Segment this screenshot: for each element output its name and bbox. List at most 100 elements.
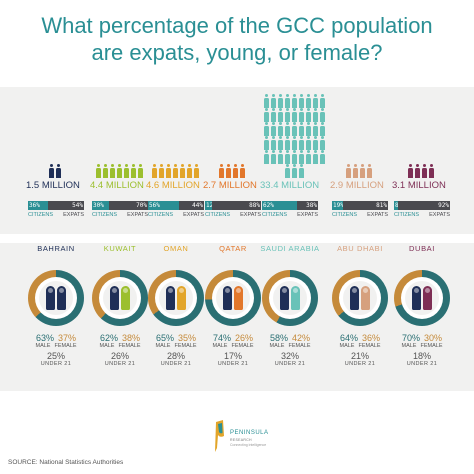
population-figures-icon bbox=[28, 150, 82, 178]
logo-tagline: Connecting intelligence bbox=[230, 443, 267, 447]
person-icon bbox=[291, 122, 297, 136]
expats-percent: 70% bbox=[136, 202, 147, 209]
person-icon bbox=[263, 94, 269, 108]
person-icon bbox=[312, 108, 318, 122]
expats-segment: 70% bbox=[108, 201, 148, 210]
person-icon bbox=[298, 150, 304, 164]
person-icon bbox=[165, 164, 171, 178]
population-figures-icon bbox=[92, 150, 146, 178]
person-icon bbox=[291, 136, 297, 150]
person-icon bbox=[130, 164, 136, 178]
citizens-expats-bar: 8% 92% bbox=[394, 201, 450, 210]
male-percent: 63% bbox=[35, 333, 54, 343]
gender-ring bbox=[332, 270, 388, 326]
citizens-segment: 62% bbox=[262, 201, 297, 210]
expats-percent: 44% bbox=[192, 202, 203, 209]
bar-legend: CITIZENS EXPATS bbox=[28, 212, 84, 218]
citizens-expats-bar: 12% 88% bbox=[205, 201, 261, 210]
person-icon bbox=[312, 94, 318, 108]
population-label: 3.1 MILLION bbox=[392, 180, 446, 191]
title-line-1: What percentage of the GCC population bbox=[41, 13, 433, 38]
gender-ring bbox=[92, 270, 148, 326]
person-icon bbox=[226, 164, 232, 178]
person-icon bbox=[277, 150, 283, 164]
expats-percent: 81% bbox=[376, 202, 387, 209]
person-icon bbox=[277, 94, 283, 108]
person-icon bbox=[312, 136, 318, 150]
person-icon bbox=[270, 108, 276, 122]
under21-percent: 28% bbox=[166, 351, 185, 361]
person-icon bbox=[291, 94, 297, 108]
gender-percents: 65% 35% bbox=[146, 333, 206, 343]
person-icon bbox=[319, 108, 325, 122]
citizens-expats-bar: 30% 70% bbox=[92, 201, 148, 210]
male-figure-icon bbox=[110, 286, 119, 310]
person-icon bbox=[298, 164, 304, 178]
person-icon bbox=[298, 122, 304, 136]
person-icon bbox=[109, 164, 115, 178]
expats-percent: 92% bbox=[438, 202, 449, 209]
citizens-percent: 36% bbox=[29, 202, 40, 209]
under21-label: UNDER 21 bbox=[40, 361, 72, 367]
citizens-segment: 12% bbox=[205, 201, 212, 210]
gender-percents: 58% 42% bbox=[260, 333, 320, 343]
expats-segment: 81% bbox=[342, 201, 388, 210]
person-icon bbox=[102, 164, 108, 178]
male-label: MALE bbox=[401, 343, 417, 349]
gender-labels: MALE FEMALE bbox=[203, 343, 263, 349]
country-name: DUBAI bbox=[409, 244, 435, 253]
gender-percents: 62% 38% bbox=[90, 333, 150, 343]
country-name: SAUDI ARABIA bbox=[260, 244, 320, 253]
gender-labels: MALE FEMALE bbox=[392, 343, 452, 349]
male-label: MALE bbox=[212, 343, 228, 349]
person-icon bbox=[284, 136, 290, 150]
expats-segment: 54% bbox=[48, 201, 84, 210]
person-icon bbox=[186, 164, 192, 178]
female-label: FEMALE bbox=[420, 343, 443, 349]
person-icon bbox=[95, 164, 101, 178]
person-icon bbox=[360, 164, 366, 178]
gender-ring bbox=[205, 270, 261, 326]
population-figures-icon bbox=[148, 150, 202, 178]
under21-label: UNDER 21 bbox=[406, 361, 438, 367]
gender-percents: 70% 30% bbox=[392, 333, 452, 343]
citizens-segment: 36% bbox=[28, 201, 49, 210]
expats-label: EXPATS bbox=[367, 212, 388, 218]
female-figure-icon bbox=[423, 286, 432, 310]
person-icon bbox=[319, 136, 325, 150]
citizens-label: CITIZENS bbox=[92, 212, 118, 218]
person-icon bbox=[270, 136, 276, 150]
bar-legend: CITIZENS EXPATS bbox=[205, 212, 261, 218]
male-percent: 58% bbox=[269, 333, 288, 343]
expats-label: EXPATS bbox=[63, 212, 84, 218]
female-percent: 37% bbox=[58, 333, 77, 343]
person-icon bbox=[305, 108, 311, 122]
person-icon bbox=[179, 164, 185, 178]
person-icon bbox=[172, 164, 178, 178]
person-icon bbox=[312, 122, 318, 136]
citizens-expats-bar: 19% 81% bbox=[332, 201, 388, 210]
citizens-segment: 8% bbox=[394, 201, 399, 210]
person-icon bbox=[277, 108, 283, 122]
person-icon bbox=[270, 150, 276, 164]
population-label: 4.4 MILLION bbox=[90, 180, 144, 191]
person-icon bbox=[305, 150, 311, 164]
person-icon bbox=[367, 164, 373, 178]
under21-percent: 25% bbox=[46, 351, 65, 361]
person-icon bbox=[319, 122, 325, 136]
person-icon bbox=[305, 122, 311, 136]
population-figures-icon bbox=[332, 150, 386, 178]
country-name: OMAN bbox=[163, 244, 189, 253]
peninsula-mark-icon bbox=[215, 420, 224, 452]
person-icon bbox=[233, 164, 239, 178]
citizens-label: CITIZENS bbox=[28, 212, 54, 218]
female-figure-icon bbox=[177, 286, 186, 310]
person-icon bbox=[116, 164, 122, 178]
male-figure-icon bbox=[46, 286, 55, 310]
expats-label: EXPATS bbox=[183, 212, 204, 218]
gender-labels: MALE FEMALE bbox=[146, 343, 206, 349]
person-icon bbox=[158, 164, 164, 178]
under21-percent: 21% bbox=[350, 351, 369, 361]
male-label: MALE bbox=[339, 343, 355, 349]
peninsula-logo: PENINSULA RESEARCH Connecting intelligen… bbox=[214, 418, 274, 458]
